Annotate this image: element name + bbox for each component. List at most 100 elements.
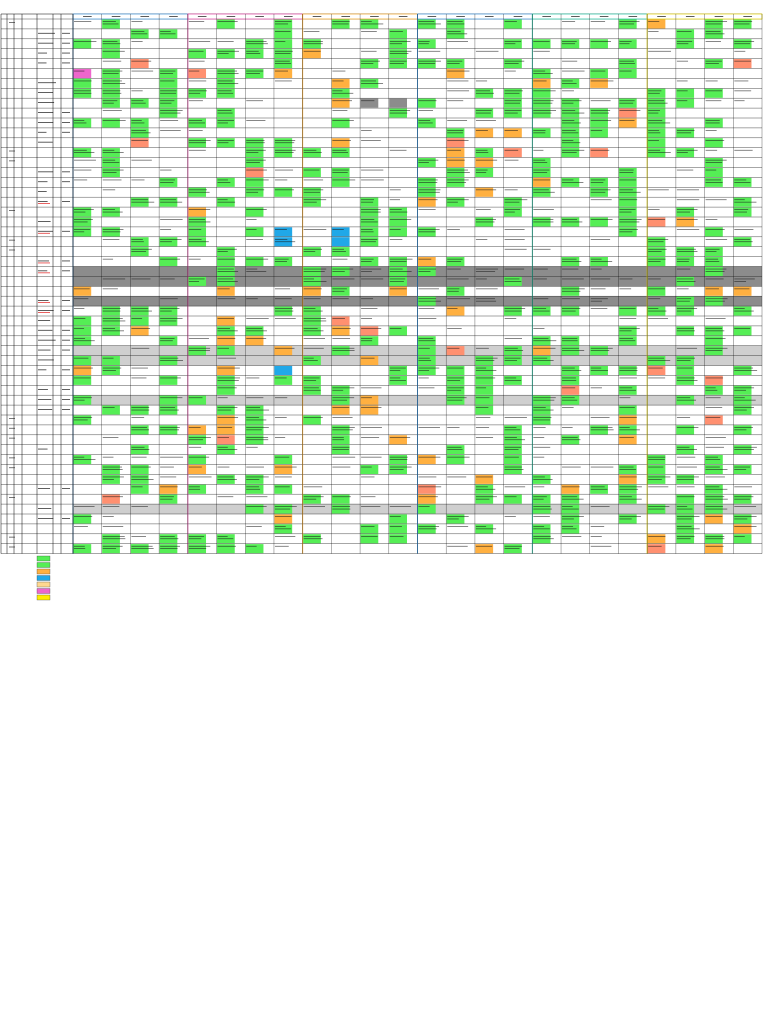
cell-text-mark [361,80,377,82]
cell-text-mark [475,90,490,92]
cell-text-mark [734,100,745,102]
cell-fill [590,217,608,227]
cell-text-mark [188,149,206,151]
cell-text-mark [102,278,126,280]
cell-text-mark [533,516,550,517]
cell-fill [446,68,465,78]
cell-text-mark [676,377,695,379]
cell-text-mark [160,536,175,537]
cell-text-mark [274,288,291,290]
cell-text-mark [590,130,603,131]
meta-text-mark [9,150,15,152]
cell-text-mark [332,169,349,171]
cell-text-mark [246,100,263,102]
cell-text-mark [160,360,183,361]
cell-text-mark [361,239,378,240]
cell-text-mark [533,347,556,349]
cell-text-mark [447,449,463,450]
cell-text-mark [188,221,211,223]
cell-text-mark [361,179,384,181]
cell-text-mark [504,427,517,428]
meta-text-mark [62,270,70,272]
cell-text-mark [590,347,613,349]
cell-text-mark [274,417,287,418]
cell-text-mark [389,199,400,201]
cell-text-mark [131,545,153,547]
cell-text-mark [303,357,314,359]
cell-fill [73,78,92,88]
cell-text-mark [303,380,317,381]
cell-text-mark [274,189,294,191]
cell-text-mark [533,310,550,312]
cell-text-mark [418,120,431,121]
cell-text-mark [217,357,236,359]
cell-text-mark [705,318,726,319]
cell-text-mark [418,209,436,210]
cell-text-mark [131,239,143,240]
cell-text-mark [676,380,698,381]
cell-text-mark [332,417,353,418]
cell-text-mark [274,536,296,537]
cell-text-mark [217,328,230,329]
cell-text-mark [533,437,545,438]
cell-text-mark [332,172,348,173]
cell-text-mark [131,347,150,349]
cell-text-mark [102,469,123,470]
cell-text-mark [303,271,325,272]
cell-text-mark [274,456,290,458]
cell-text-mark [332,149,347,151]
cell-text-mark [160,357,179,359]
meta-text-mark [38,171,54,173]
cell-text-mark [447,526,469,527]
cell-text-mark [562,102,574,104]
cell-text-mark [418,100,437,102]
cell-text-mark [705,506,723,507]
cell-text-mark [246,479,260,480]
cell-text-mark [734,518,748,520]
cell-text-mark [418,308,435,309]
cell-text-mark [504,347,518,349]
cell-text-mark [389,211,408,213]
cell-text-mark [504,449,519,450]
cell-text-mark [447,290,459,292]
cell-text-mark [475,288,498,290]
cell-text-mark [217,70,237,72]
cell-text-mark [188,41,211,42]
cell-text-mark [332,258,348,260]
cell-text-mark [74,231,85,233]
cell-text-mark [734,409,747,411]
cell-text-mark [102,90,121,92]
cell-text-mark [246,142,265,144]
cell-text-mark [475,221,495,223]
cell-text-mark [361,318,373,319]
cell-text-mark [562,380,577,381]
cell-text-mark [389,466,412,468]
cell-text-mark [131,427,148,428]
cell-text-mark [734,43,751,45]
cell-text-mark [131,446,145,448]
cell-text-mark [734,149,753,151]
cell-fill [303,167,321,177]
cell-text-mark [562,498,584,500]
cell-text-mark [705,407,723,408]
cell-text-mark [648,209,660,210]
cell-fill [532,346,551,356]
cell-text-mark [447,23,465,25]
cell-text-mark [361,209,381,210]
meta-text-mark [62,122,70,123]
cell-fill [73,326,92,336]
cell-text-mark [562,152,577,153]
cell-text-mark [217,90,232,92]
cell-text-mark [418,387,435,389]
cell-text-mark [188,241,209,243]
cell-fill [704,375,723,385]
cell-fill [446,346,465,356]
cell-text-mark [418,377,429,379]
meta-text-mark [9,418,15,419]
cell-text-mark [131,407,150,408]
cell-text-mark [533,179,551,181]
cell-text-mark [217,288,230,290]
cell-fill [704,227,723,237]
cell-text-mark [648,288,665,290]
cell-text-mark [447,229,460,230]
